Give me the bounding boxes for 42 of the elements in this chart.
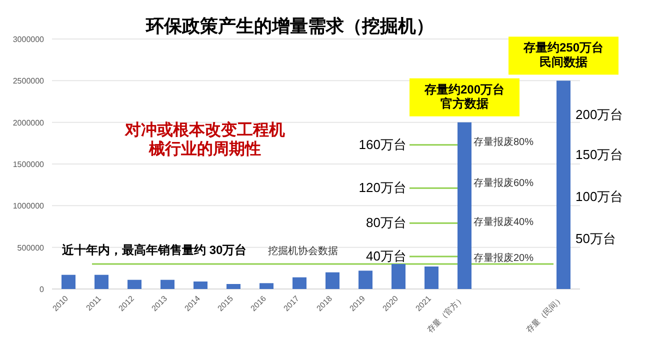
- bar: [62, 274, 76, 289]
- bar: [326, 272, 340, 289]
- annotation: 50万台: [576, 231, 616, 246]
- chart-title: 环保政策产生的增量需求（挖掘机）: [145, 16, 434, 36]
- y-tick-label: 2500000: [12, 76, 45, 86]
- bar: [556, 80, 570, 289]
- bar: [292, 277, 306, 289]
- annotation: 存量报废20%: [474, 252, 534, 264]
- annotation: 200万台: [576, 107, 624, 122]
- bar: [392, 264, 406, 289]
- annotation: 对冲或根本改变工程机械行业的周期性: [124, 121, 285, 158]
- y-tick-label: 500000: [17, 243, 45, 252]
- annotation: 100万台: [576, 189, 624, 204]
- y-tick-label: 2000000: [12, 118, 45, 128]
- bar: [260, 283, 274, 289]
- ref-line-label: 近十年内，最高年销售量约 30万台: [61, 243, 247, 257]
- bar: [458, 122, 472, 289]
- ref-line-label: 120万台: [358, 180, 406, 196]
- annotation: 存量约200万台官方数据: [423, 82, 505, 111]
- y-tick-label: 1500000: [12, 160, 45, 169]
- bar: [194, 282, 208, 289]
- bar: [128, 280, 142, 289]
- bar: [358, 270, 372, 289]
- bar: [226, 284, 240, 289]
- annotation: 存量报废40%: [474, 216, 534, 228]
- ref-line-label: 40万台: [366, 248, 406, 264]
- label-box: 存量约200万台官方数据: [410, 78, 520, 116]
- ref-line-label: 160万台: [358, 136, 406, 152]
- annotation: 存量约250万台民间数据: [522, 40, 604, 70]
- ref-line-label: 80万台: [366, 215, 406, 230]
- annotation: 存量报废80%: [474, 136, 534, 148]
- annotation: 150万台: [576, 147, 624, 162]
- bar: [424, 266, 438, 289]
- bar: [160, 280, 174, 289]
- y-tick-label: 0: [40, 285, 45, 294]
- x-tick-label: 存量（民间）: [524, 294, 565, 334]
- bar: [94, 274, 108, 289]
- y-tick-label: 3000000: [12, 35, 45, 44]
- annotation: 存量报废60%: [474, 177, 534, 189]
- annotation: 挖掘机协会数据: [268, 245, 338, 257]
- y-tick-label: 1000000: [12, 202, 45, 211]
- label-box: 存量约250万台民间数据: [508, 36, 618, 75]
